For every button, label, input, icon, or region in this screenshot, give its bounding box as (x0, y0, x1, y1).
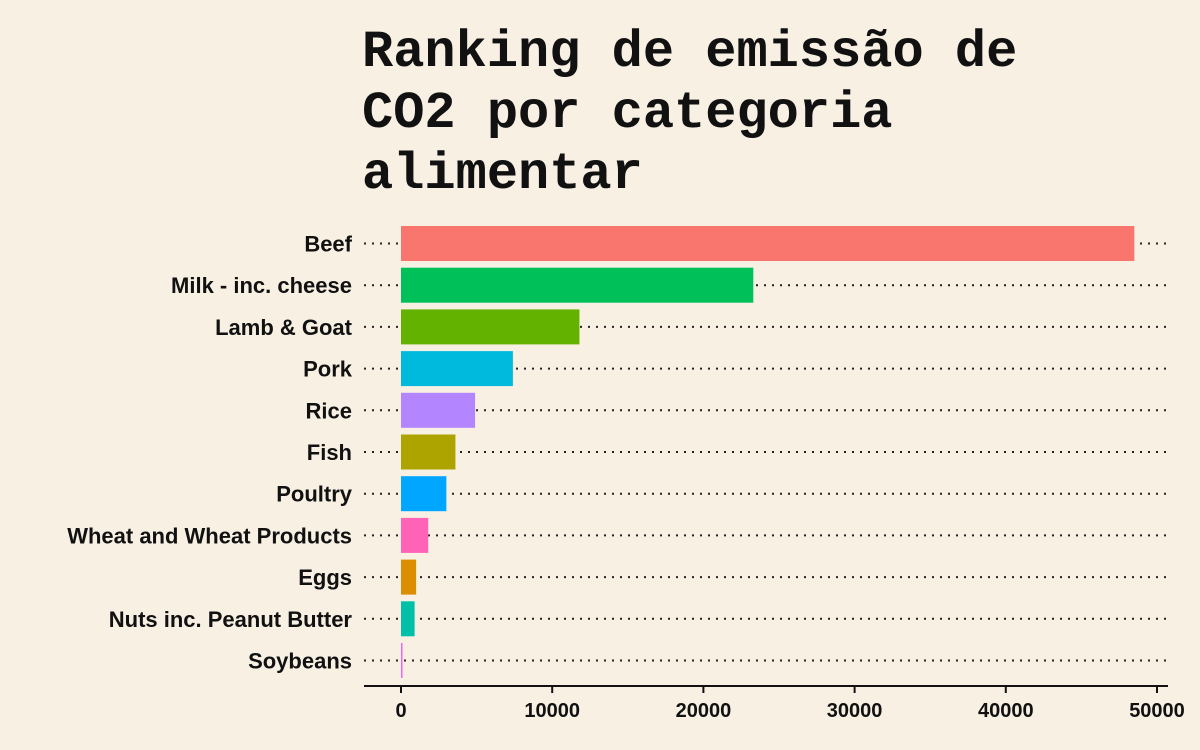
x-tick-label-30000: 30000 (827, 700, 883, 722)
category-label-milk-inc-cheese: Milk - inc. cheese (171, 273, 352, 298)
bar-pork (401, 351, 513, 387)
category-label-wheat-and-wheat-products: Wheat and Wheat Products (67, 523, 352, 548)
grid-layer (364, 242, 1168, 662)
bar-poultry (401, 476, 447, 512)
bar-soybeans (401, 643, 403, 678)
bar-wheat-and-wheat-products (401, 517, 429, 553)
bar-milk-inc-cheese (401, 267, 754, 303)
category-label-soybeans: Soybeans (248, 649, 352, 674)
chart-title-line-1: Ranking de emissão de (362, 23, 1018, 82)
category-label-eggs: Eggs (298, 565, 352, 590)
bar-eggs (401, 559, 417, 595)
category-label-fish: Fish (307, 440, 352, 465)
category-label-pork: Pork (303, 357, 353, 382)
x-tick-label-20000: 20000 (676, 700, 732, 722)
category-label-layer: Beef Milk - inc. cheese Lamb & Goat Pork Ric… (67, 232, 353, 674)
bar-rice (401, 392, 476, 428)
category-label-beef: Beef (304, 232, 352, 257)
bar-nuts-inc-peanut-butter (401, 601, 415, 637)
category-label-poultry: Poultry (276, 482, 353, 507)
bar-layer (401, 226, 1135, 678)
x-tick-label-0: 0 (395, 700, 406, 722)
category-label-nuts-inc-peanut-butter: Nuts inc. Peanut Butter (109, 607, 353, 632)
category-label-rice: Rice (306, 398, 352, 423)
x-axis: 0 10000 20000 30000 40000 50000 (364, 685, 1185, 722)
chart-title-line-2: CO2 por categoria (362, 84, 893, 143)
category-label-lamb-goat: Lamb & Goat (215, 315, 353, 340)
chart-title-line-3: alimentar (362, 145, 643, 204)
bar-beef (401, 226, 1135, 261)
chart-title: Ranking de emissão de CO2 por categoria … (362, 22, 1182, 205)
x-tick-label-10000: 10000 (524, 700, 580, 722)
bar-lamb-goat (401, 309, 580, 345)
x-tick-label-40000: 40000 (978, 700, 1034, 722)
x-tick-label-50000: 50000 (1129, 700, 1185, 722)
bar-fish (401, 434, 456, 470)
